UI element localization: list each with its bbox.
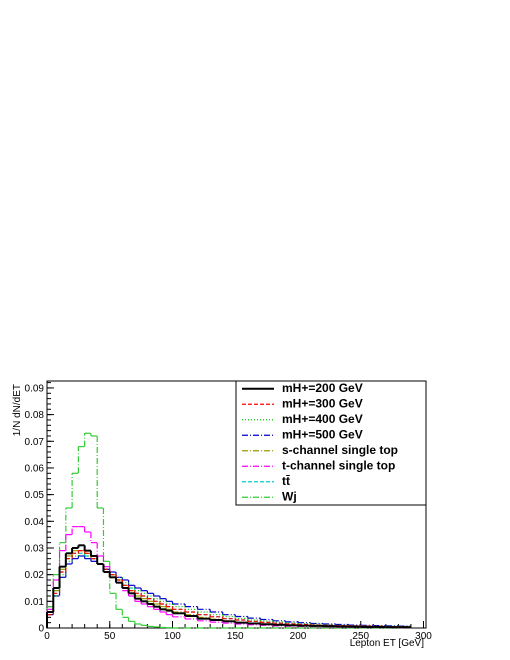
y-tick-label: 0.09	[25, 383, 45, 394]
legend-label: tt̄	[282, 474, 290, 488]
x-axis-label: Lepton ET [GeV]	[350, 638, 425, 649]
y-tick-label: 0.07	[25, 437, 45, 448]
legend-label: Wj	[282, 489, 297, 503]
y-tick-label: 0.04	[25, 517, 45, 528]
y-tick-label: 0.08	[25, 410, 45, 421]
x-tick-label: 0	[44, 631, 50, 642]
x-tick-label: 100	[164, 631, 181, 642]
x-tick-label: 300	[415, 631, 432, 642]
x-tick-label: 250	[352, 631, 369, 642]
y-tick-label: 0.03	[25, 543, 45, 554]
y-tick-label: 0.02	[25, 570, 45, 581]
legend-label: mH+=500 GeV	[282, 427, 363, 441]
x-tick-label: 50	[104, 631, 116, 642]
legend-label: s-channel single top	[282, 443, 398, 457]
legend-label: t-channel single top	[282, 458, 395, 472]
y-tick-label: 0.06	[25, 463, 45, 474]
x-tick-label: 150	[227, 631, 244, 642]
legend-box	[235, 380, 427, 506]
histogram-series	[46, 544, 411, 629]
legend-label: mH+=200 GeV	[282, 381, 363, 395]
legend-label: mH+=400 GeV	[282, 412, 363, 426]
legend-label: mH+=300 GeV	[282, 396, 363, 410]
y-tick-label: 0.01	[25, 597, 45, 608]
x-tick-label: 200	[290, 631, 307, 642]
y-axis-label: 1/N dN/dET	[12, 384, 23, 436]
y-tick-label: 0	[38, 624, 44, 635]
y-tick-label: 0.05	[25, 490, 45, 501]
